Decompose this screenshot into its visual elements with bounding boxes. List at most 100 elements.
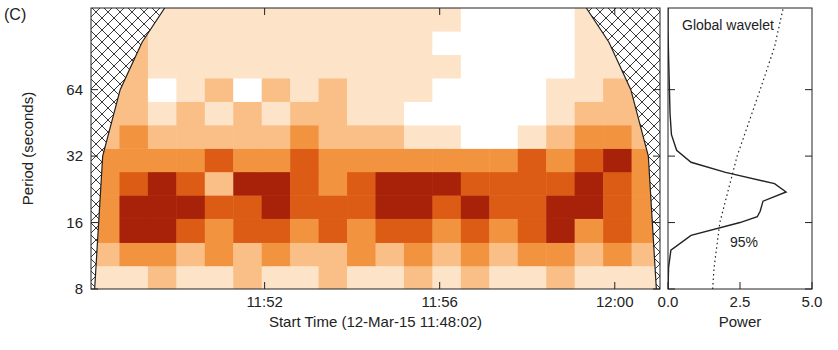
ytick-label: 16	[66, 214, 83, 231]
cell	[603, 101, 632, 125]
gw-significance	[713, 8, 784, 289]
cell	[148, 195, 177, 219]
cell	[546, 78, 575, 102]
cell	[119, 101, 148, 125]
gw-xtick-label: 0.0	[658, 293, 679, 310]
cell	[518, 31, 547, 55]
cell	[176, 78, 205, 102]
cell	[347, 101, 376, 125]
cell	[461, 78, 490, 102]
cell	[148, 172, 177, 196]
cell	[546, 195, 575, 219]
cell	[546, 31, 575, 55]
cell	[262, 31, 291, 55]
ytick	[91, 222, 98, 223]
cell	[347, 218, 376, 243]
xtick-top	[614, 8, 615, 15]
cell	[233, 148, 262, 172]
ytick	[91, 289, 98, 290]
cell	[489, 172, 518, 196]
ytick-label: 32	[66, 147, 83, 164]
cell	[432, 218, 461, 243]
plot-frame	[91, 8, 660, 289]
cell	[176, 172, 205, 196]
gw-significance-label: 95%	[730, 234, 758, 250]
xtick	[614, 282, 615, 289]
gw-ytick	[668, 156, 675, 157]
gw-title: Global wavelet	[682, 17, 774, 33]
cell	[347, 242, 376, 266]
ytick	[91, 156, 98, 157]
cell	[262, 101, 291, 125]
cell	[262, 218, 291, 243]
cell	[290, 101, 319, 125]
cell	[432, 195, 461, 219]
cell	[461, 195, 490, 219]
cell	[319, 242, 348, 266]
xtick-top	[439, 8, 440, 15]
cell	[148, 266, 177, 289]
cell	[518, 8, 547, 32]
cell	[347, 195, 376, 219]
cell	[546, 125, 575, 149]
cell	[233, 8, 262, 32]
cell	[432, 55, 461, 79]
gw-xtick	[812, 282, 813, 289]
cell	[575, 55, 604, 79]
gw-ytick	[668, 289, 675, 290]
gw-xtick-label: 2.5	[730, 293, 751, 310]
cell	[262, 78, 291, 102]
cells	[91, 8, 660, 289]
gw-xtick-label: 5.0	[802, 293, 823, 310]
cell	[575, 218, 604, 243]
cell	[518, 218, 547, 243]
ytick-right	[653, 289, 660, 290]
cell	[461, 266, 490, 289]
ytick	[91, 89, 98, 90]
cell	[603, 242, 632, 266]
xtick	[264, 282, 265, 289]
cell	[432, 266, 461, 289]
cell	[233, 125, 262, 149]
cell	[518, 55, 547, 79]
cell	[461, 8, 490, 32]
cell	[546, 8, 575, 32]
cell	[290, 266, 319, 289]
cell	[575, 31, 604, 55]
cell	[290, 218, 319, 243]
cell	[205, 125, 234, 149]
cell	[489, 195, 518, 219]
cell	[376, 218, 405, 243]
cell	[489, 218, 518, 243]
cell	[319, 148, 348, 172]
cell	[489, 125, 518, 149]
cell	[148, 148, 177, 172]
cell	[319, 101, 348, 125]
cell	[404, 31, 433, 55]
xtick-label: 11:52	[246, 293, 282, 310]
cell	[205, 8, 234, 32]
cell	[148, 31, 177, 55]
cell	[575, 172, 604, 196]
cell	[546, 218, 575, 243]
cell	[432, 125, 461, 149]
coi-hatch	[91, 8, 165, 289]
cell	[376, 195, 405, 219]
cell	[319, 125, 348, 149]
cell	[603, 266, 632, 289]
cell	[546, 242, 575, 266]
cell	[347, 172, 376, 196]
coi-line	[586, 8, 656, 289]
cell	[319, 55, 348, 79]
cell	[432, 101, 461, 125]
cell	[376, 148, 405, 172]
ytick-right	[653, 89, 660, 90]
cell	[233, 31, 262, 55]
cell	[489, 148, 518, 172]
cell	[347, 31, 376, 55]
figure: 816326411:5211:5612:000.02.55.0Start Tim…	[0, 0, 838, 350]
cell	[347, 266, 376, 289]
cell	[489, 78, 518, 102]
cell	[233, 195, 262, 219]
xtick-label: 11:56	[421, 293, 457, 310]
